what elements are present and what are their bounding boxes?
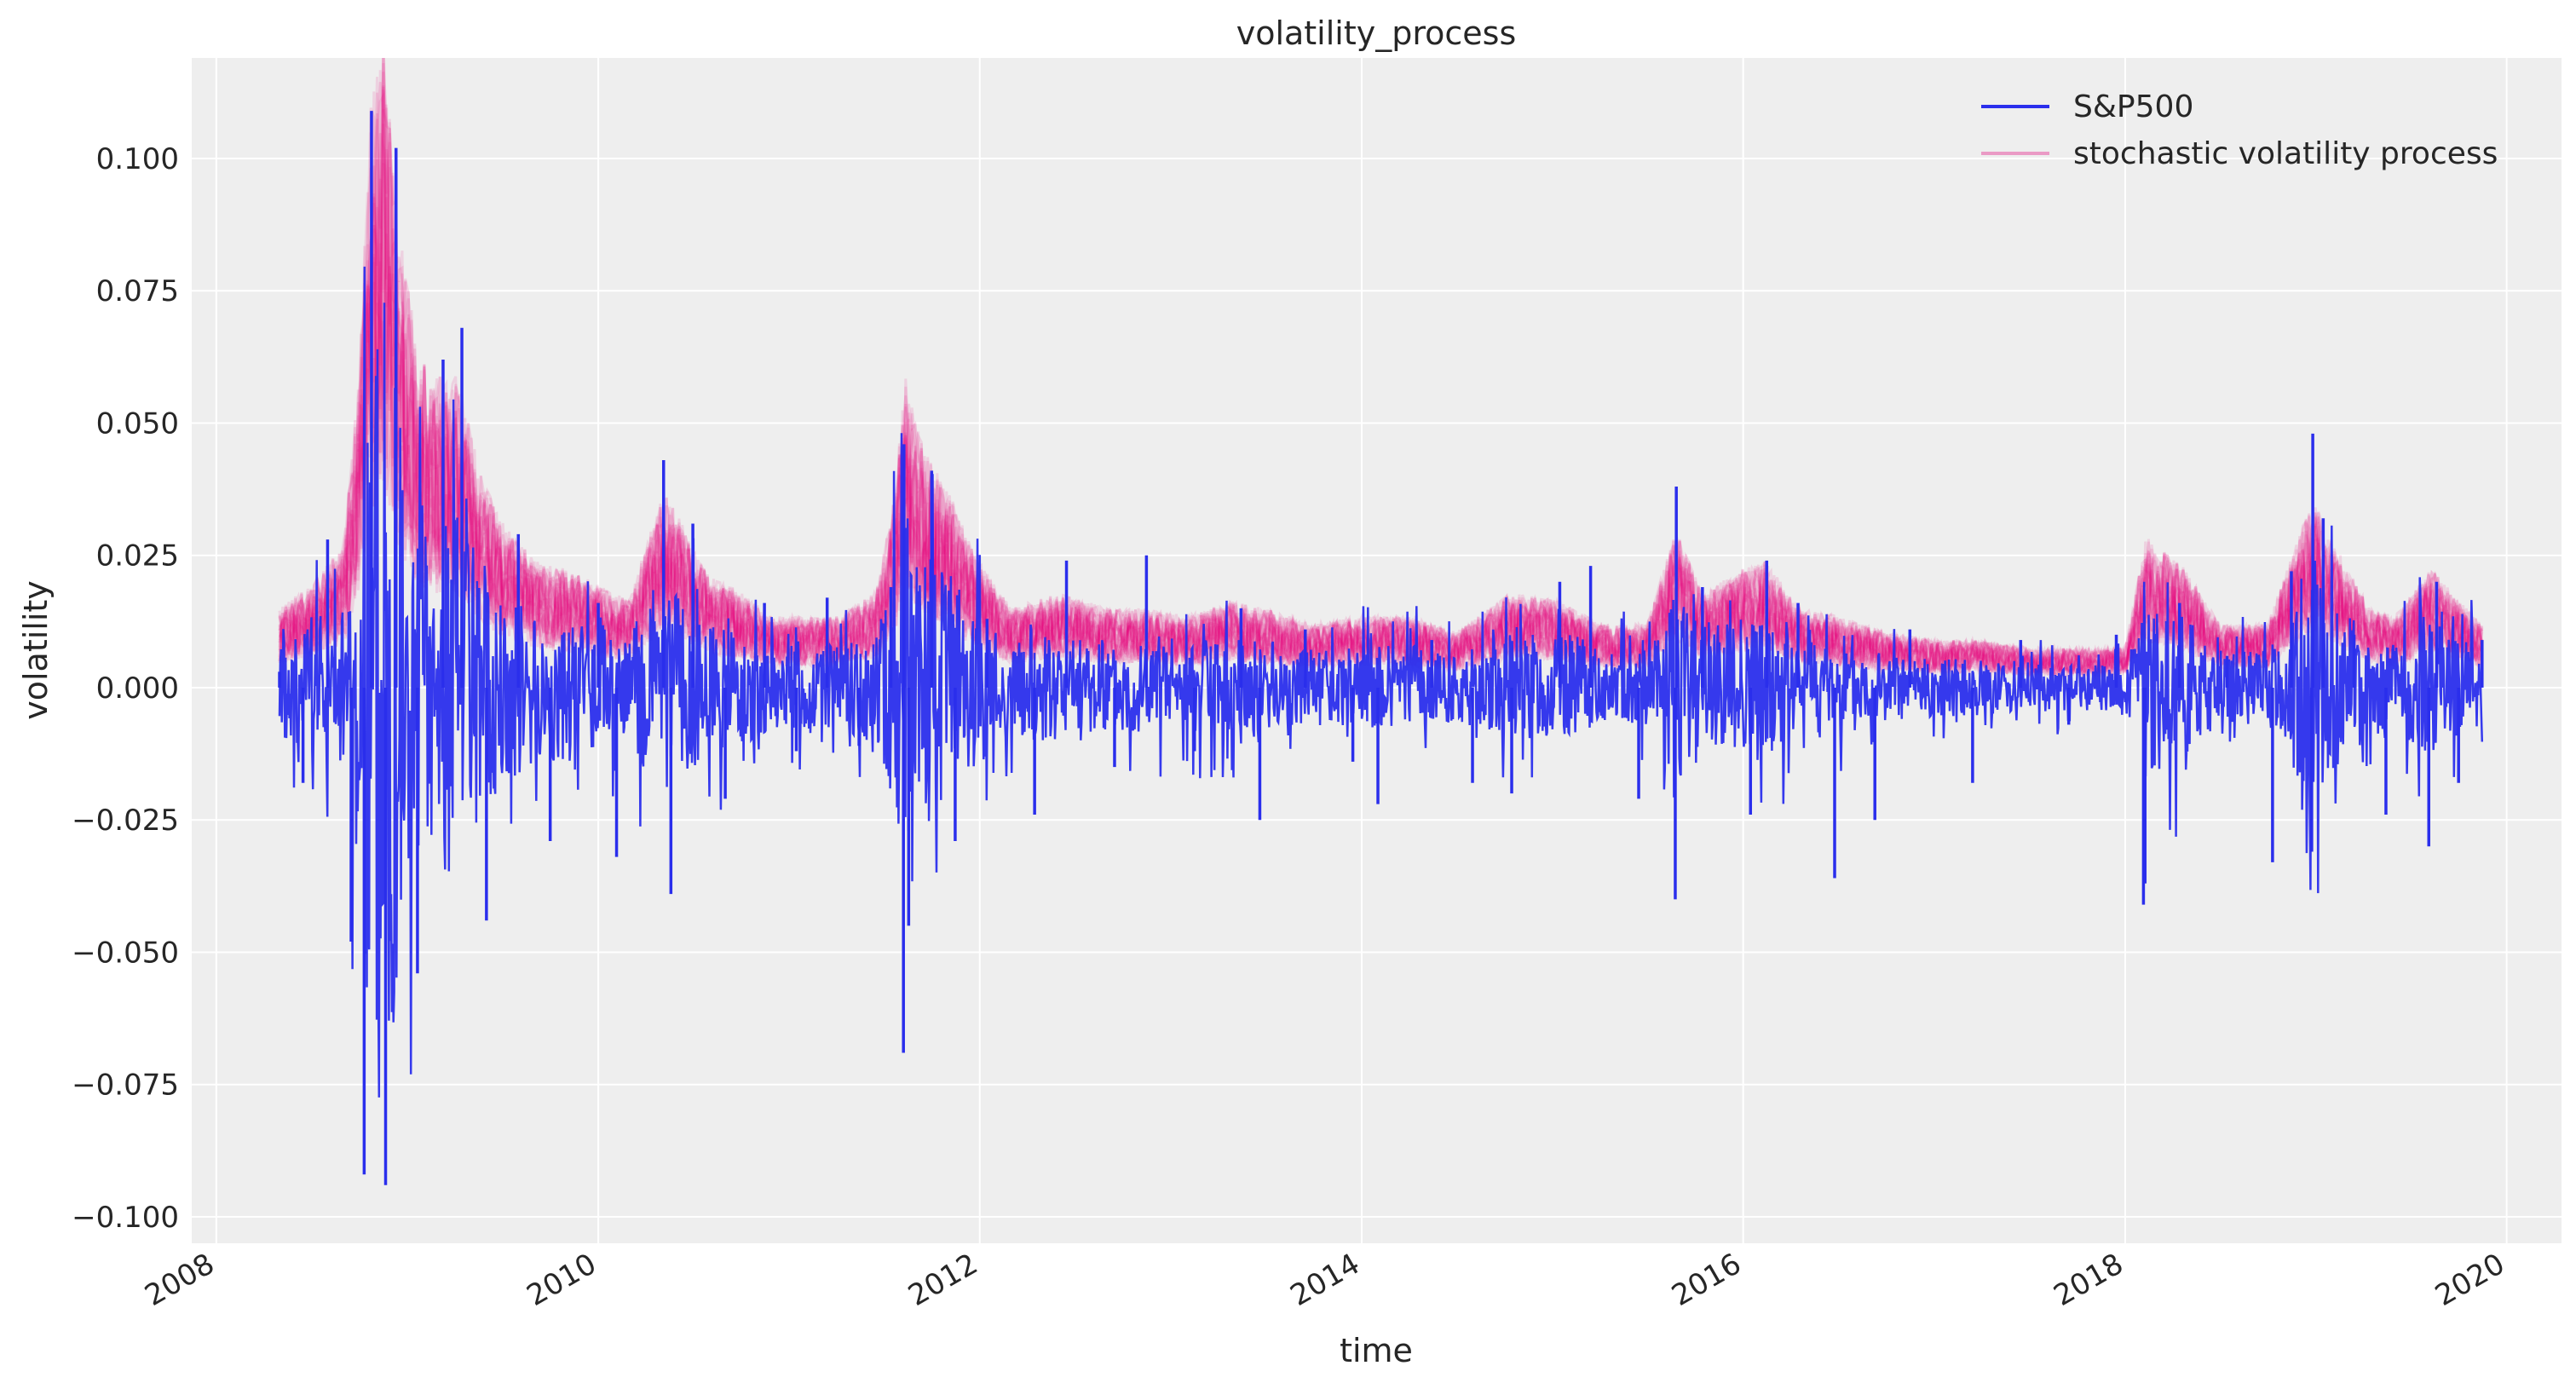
- y-axis-ticks: 0.100 0.075 0.050 0.025 0.000 −0.025 −0.050 −0.…: [72, 142, 179, 1235]
- legend: S&P500 stochastic volatility process: [1981, 89, 2498, 171]
- y-tick-label: 0.025: [96, 539, 179, 573]
- x-axis-label: time: [1340, 1332, 1413, 1369]
- x-tick-label: 2012: [902, 1247, 983, 1313]
- y-tick-label: 0.100: [96, 142, 179, 176]
- y-tick-label: −0.025: [72, 804, 179, 838]
- y-tick-label: 0.000: [96, 671, 179, 706]
- y-axis-label: volatility: [17, 580, 55, 720]
- x-tick-label: 2010: [522, 1247, 602, 1313]
- x-tick-label: 2008: [139, 1247, 220, 1313]
- y-tick-label: −0.100: [72, 1201, 179, 1235]
- x-tick-label: 2014: [1285, 1247, 1366, 1313]
- x-axis-ticks: 2008 2010 2012 2014 2016 2018 2020: [139, 1247, 2510, 1313]
- legend-label-volatility: stochastic volatility process: [2073, 136, 2498, 171]
- chart-title: volatility_process: [1236, 14, 1517, 52]
- y-tick-label: −0.075: [72, 1069, 179, 1103]
- y-tick-label: −0.050: [72, 936, 179, 970]
- x-tick-label: 2016: [1666, 1247, 1747, 1313]
- x-tick-label: 2018: [2049, 1247, 2129, 1313]
- x-tick-label: 2020: [2429, 1247, 2510, 1313]
- y-tick-label: 0.075: [96, 274, 179, 308]
- sp500-line: [278, 111, 2484, 1185]
- legend-label-sp500: S&P500: [2073, 89, 2193, 124]
- y-tick-label: 0.050: [96, 406, 179, 441]
